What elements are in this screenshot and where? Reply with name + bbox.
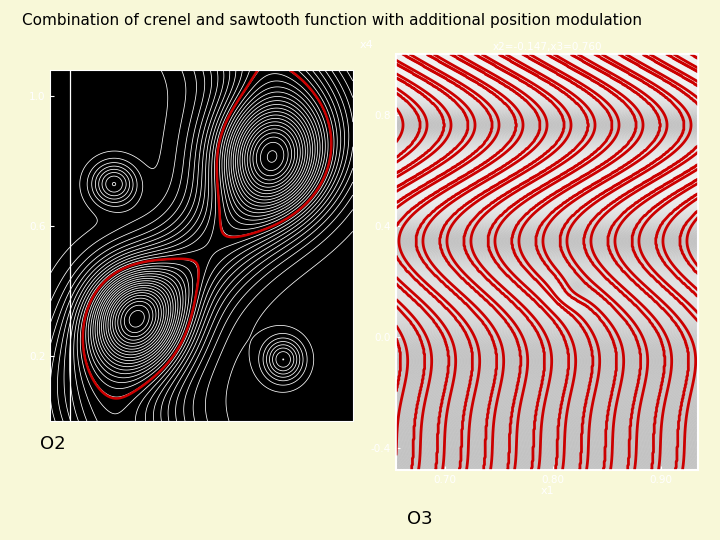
Text: O3: O3 — [407, 510, 433, 528]
Text: O2: O2 — [40, 435, 66, 453]
Title: x2=-0.147,x3=0.760: x2=-0.147,x3=0.760 — [492, 42, 602, 52]
X-axis label: x1: x1 — [541, 486, 554, 496]
Text: Combination of crenel and sawtooth function with additional position modulation: Combination of crenel and sawtooth funct… — [22, 14, 642, 29]
Text: x4: x4 — [360, 40, 374, 50]
